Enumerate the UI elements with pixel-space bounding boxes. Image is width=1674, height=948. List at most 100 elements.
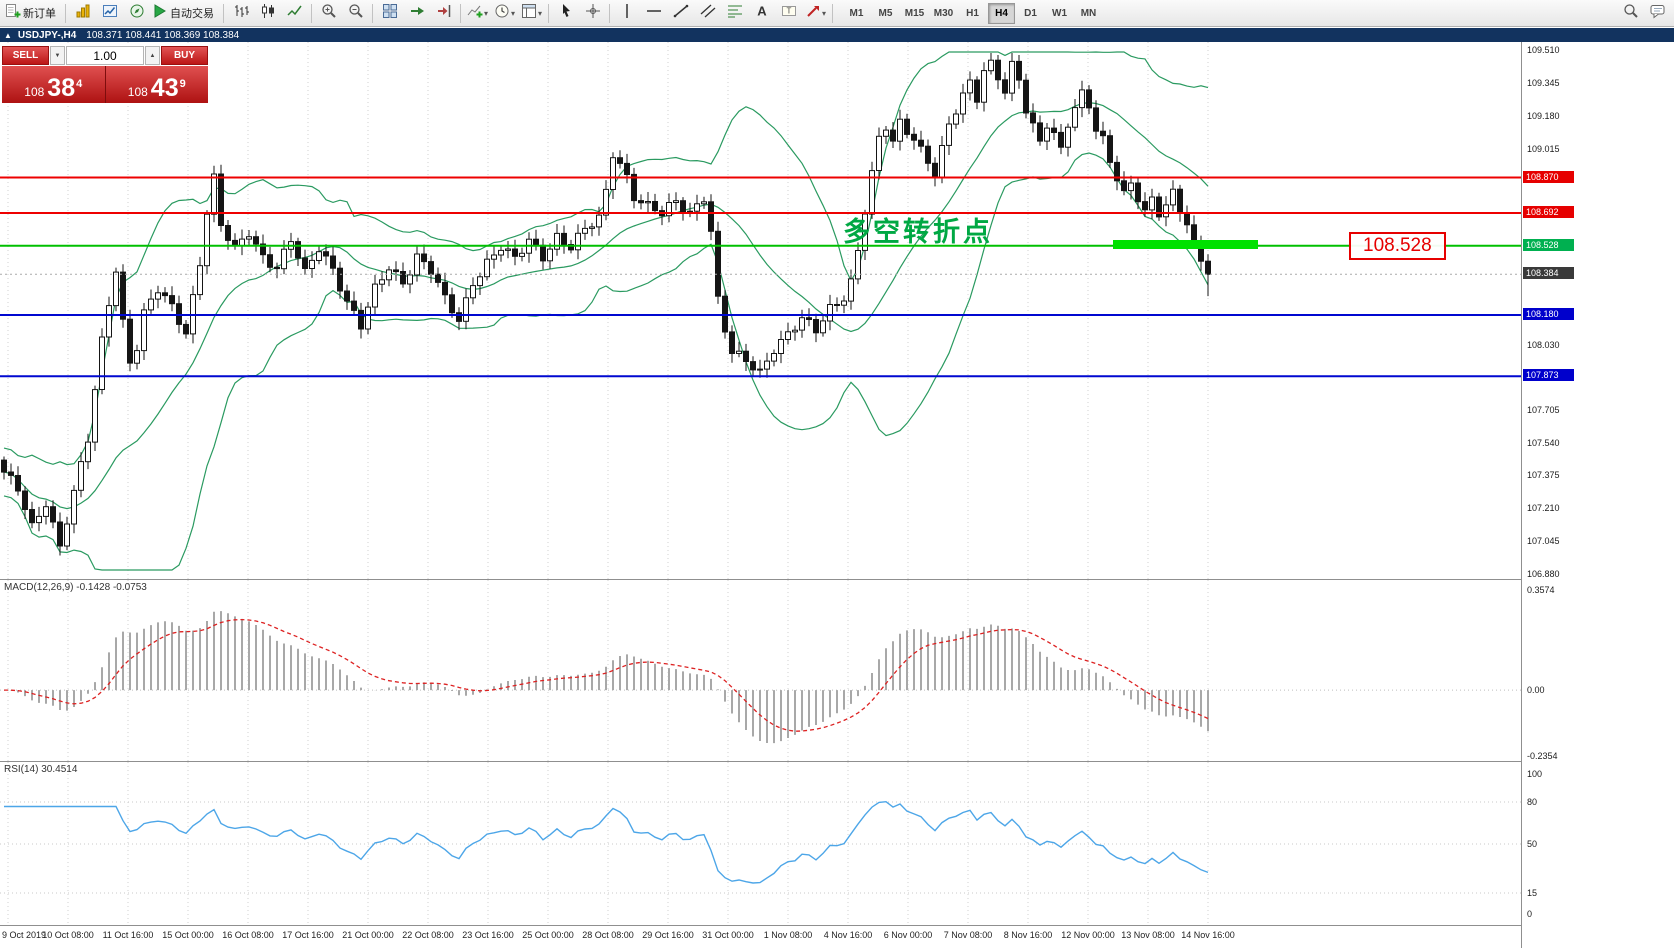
buy-button[interactable]: BUY bbox=[161, 46, 208, 65]
cursor-icon bbox=[558, 3, 574, 24]
periods-button[interactable]: ▾ bbox=[491, 1, 518, 25]
timeframe-H4[interactable]: H4 bbox=[988, 2, 1015, 24]
price-tick-label: 109.180 bbox=[1527, 111, 1560, 121]
chart-shift-icon bbox=[436, 3, 452, 24]
time-tick-label: 25 Oct 00:00 bbox=[522, 930, 574, 940]
svg-text:T: T bbox=[786, 6, 791, 15]
chart-ohlc-values: 108.371 108.441 108.369 108.384 bbox=[86, 29, 240, 41]
market-watch-button[interactable] bbox=[96, 1, 123, 25]
templates-button[interactable]: ▾ bbox=[518, 1, 545, 25]
channel-button[interactable] bbox=[694, 1, 721, 25]
auto-scroll-icon bbox=[409, 3, 425, 24]
timeframe-W1[interactable]: W1 bbox=[1052, 7, 1067, 19]
collapse-panel-icon[interactable]: ▲ bbox=[4, 30, 12, 40]
price-tag: 108.528 bbox=[1523, 239, 1574, 251]
toolbar-separator bbox=[372, 3, 373, 23]
chart-titlebar: ▲ USDJPY-,H4 108.371 108.441 108.369 108… bbox=[0, 28, 1674, 42]
timeframe-D1[interactable]: D1 bbox=[1024, 7, 1037, 19]
main-toolbar: 新订单 自动交易 ▾ ▾ ▾ A T ▾ M1 M5 M15 M30 H1 H4 D1 W1 MN bbox=[0, 0, 1674, 27]
support-highlight-bar[interactable] bbox=[1113, 239, 1258, 249]
turning-point-annotation[interactable]: 多空转折点 bbox=[843, 216, 993, 247]
price-tick-label: 106.880 bbox=[1527, 569, 1560, 579]
chat-button[interactable] bbox=[1644, 1, 1671, 25]
horizontal-line-button[interactable] bbox=[640, 1, 667, 25]
ohlc-bars-button[interactable] bbox=[227, 1, 254, 25]
price-axis[interactable]: 109.510 109.345 109.180 109.015 108.030 107.7… bbox=[1521, 42, 1674, 948]
toolbar-separator bbox=[65, 3, 66, 23]
macd-scale-label: 0.3574 bbox=[1527, 585, 1555, 595]
horizontal-line-icon bbox=[646, 3, 662, 24]
timeframe-M5[interactable]: M5 bbox=[878, 7, 893, 19]
time-tick-label: 1 Nov 08:00 bbox=[763, 930, 813, 940]
macd-header: MACD(12,26,9) -0.1428 -0.0753 bbox=[4, 582, 147, 593]
arrows-button[interactable]: ▾ bbox=[802, 1, 829, 25]
rsi-panel[interactable]: RSI(14) 30.4514 bbox=[0, 762, 1521, 926]
rsi-scale-label: 50 bbox=[1527, 839, 1538, 849]
sell-price-button[interactable]: 108 38 4 bbox=[2, 66, 106, 103]
rsi-canvas bbox=[0, 762, 1521, 925]
vertical-line-button[interactable] bbox=[613, 1, 640, 25]
arrow-icon bbox=[805, 3, 821, 24]
price-tick-label: 109.510 bbox=[1527, 45, 1560, 55]
volume-up-button[interactable]: ▲ bbox=[145, 46, 160, 65]
rsi-scale-label: 0 bbox=[1527, 909, 1533, 919]
search-button[interactable] bbox=[1617, 1, 1644, 25]
text-button[interactable]: A bbox=[748, 1, 775, 25]
toolbar-separator bbox=[223, 3, 224, 23]
timeframe-M30[interactable]: M30 bbox=[933, 7, 954, 19]
clock-icon bbox=[494, 3, 510, 24]
timeframe-H1[interactable]: H1 bbox=[966, 7, 979, 19]
indicators-icon bbox=[467, 3, 483, 24]
trendline-button[interactable] bbox=[667, 1, 694, 25]
timeframe-M1[interactable]: M1 bbox=[849, 7, 864, 19]
price-callout-box[interactable]: 108.528 bbox=[1349, 231, 1446, 260]
sell-price-pip: 4 bbox=[76, 78, 83, 90]
buy-price-button[interactable]: 108 43 9 bbox=[105, 66, 208, 103]
auto-trading-button[interactable]: 自动交易 bbox=[150, 1, 220, 25]
chevron-down-icon: ▾ bbox=[510, 8, 515, 18]
chat-icon bbox=[1650, 3, 1666, 24]
time-tick-label: 23 Oct 16:00 bbox=[462, 930, 514, 940]
sell-button[interactable]: SELL bbox=[2, 46, 49, 65]
fibonacci-button[interactable] bbox=[721, 1, 748, 25]
cursor-button[interactable] bbox=[552, 1, 579, 25]
chevron-down-icon: ▾ bbox=[821, 8, 826, 18]
indicators-button[interactable]: ▾ bbox=[464, 1, 491, 25]
chevron-down-icon: ▾ bbox=[537, 8, 542, 18]
zoom-out-button[interactable] bbox=[342, 1, 369, 25]
crosshair-icon bbox=[585, 3, 601, 24]
horizontal-level-lines[interactable] bbox=[0, 176, 1521, 378]
time-tick-label: 16 Oct 08:00 bbox=[222, 930, 274, 940]
price-tick-label: 109.015 bbox=[1527, 144, 1560, 154]
price-chart-canvas[interactable] bbox=[0, 42, 1521, 579]
chart-shift-button[interactable] bbox=[430, 1, 457, 25]
auto-scroll-button[interactable] bbox=[403, 1, 430, 25]
volume-input[interactable] bbox=[66, 46, 144, 65]
time-axis[interactable]: 9 Oct 2019 10 Oct 08:00 11 Oct 16:00 15 Oct… bbox=[0, 926, 1521, 948]
price-tick-label: 107.210 bbox=[1527, 503, 1560, 513]
macd-panel[interactable]: MACD(12,26,9) -0.1428 -0.0753 bbox=[0, 580, 1521, 762]
charts-button[interactable] bbox=[69, 1, 96, 25]
crosshair-button[interactable] bbox=[579, 1, 606, 25]
label-button[interactable]: T bbox=[775, 1, 802, 25]
time-tick-label: 7 Nov 08:00 bbox=[943, 930, 993, 940]
timeframe-MN[interactable]: MN bbox=[1080, 7, 1097, 19]
price-tick-label: 107.045 bbox=[1527, 536, 1560, 546]
tile-windows-button[interactable] bbox=[376, 1, 403, 25]
candlestick-button[interactable] bbox=[254, 1, 281, 25]
line-chart-button[interactable] bbox=[281, 1, 308, 25]
toolbar-separator bbox=[609, 3, 610, 23]
timeframe-M15[interactable]: M15 bbox=[904, 7, 925, 19]
bull-candles bbox=[36, 59, 1176, 547]
navigator-button[interactable] bbox=[123, 1, 150, 25]
new-order-button[interactable]: 新订单 bbox=[3, 1, 62, 25]
charts-icon bbox=[75, 3, 91, 24]
volume-down-button[interactable]: ▼ bbox=[50, 46, 65, 65]
zoom-in-button[interactable] bbox=[315, 1, 342, 25]
market-watch-icon bbox=[102, 3, 118, 24]
sell-price-big: 38 bbox=[47, 74, 76, 102]
price-tick-label: 107.375 bbox=[1527, 470, 1560, 480]
rsi-scale-label: 80 bbox=[1527, 797, 1538, 807]
